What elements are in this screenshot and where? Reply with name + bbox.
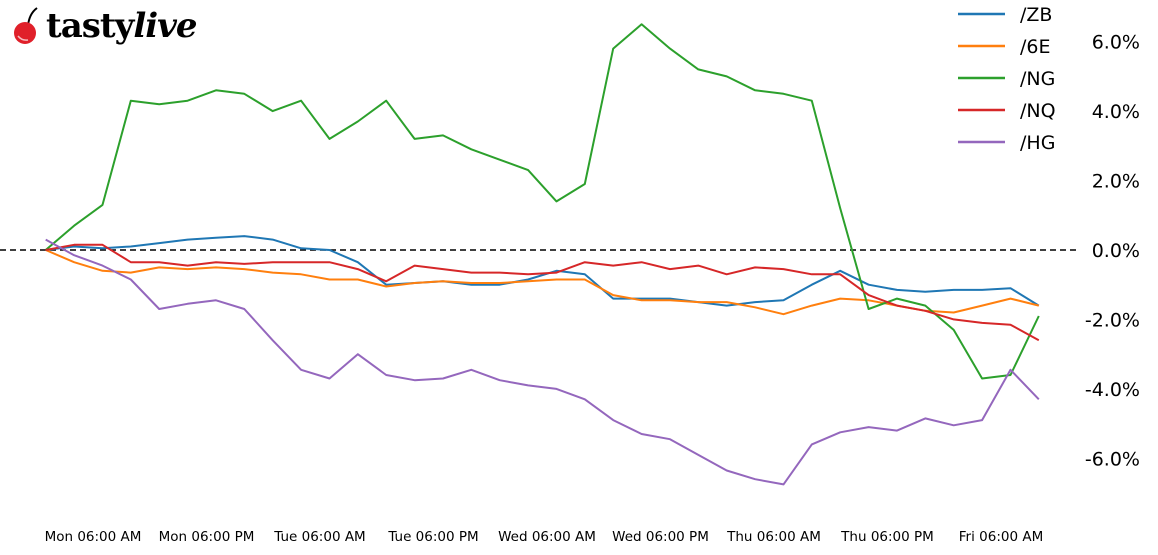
- cherry-icon: [14, 7, 38, 44]
- legend-label: /NQ: [1020, 100, 1056, 122]
- legend-item: /NQ: [958, 100, 1056, 122]
- tastylive-logo: tastylive: [10, 6, 198, 46]
- x-tick-label: Wed 06:00 PM: [612, 529, 709, 545]
- legend-item: /6E: [958, 36, 1051, 58]
- x-tick-label: Mon 06:00 PM: [159, 529, 255, 545]
- x-tick-label: Tue 06:00 PM: [387, 529, 478, 545]
- series-line-ng: [45, 23, 1040, 380]
- y-tick-label: 6.0%: [1092, 32, 1140, 54]
- logo-text: tastylive: [46, 6, 198, 46]
- x-tick-label: Wed 06:00 AM: [498, 529, 596, 545]
- series-line-hg: [45, 238, 1040, 486]
- x-tick-label: Thu 06:00 PM: [840, 529, 934, 545]
- series-line-zb: [45, 235, 1040, 307]
- legend-item: /NG: [958, 68, 1055, 90]
- x-tick-label: Mon 06:00 AM: [45, 529, 142, 545]
- legend-item: /HG: [958, 132, 1055, 154]
- y-tick-label: -4.0%: [1085, 379, 1140, 401]
- y-tick-label: -6.0%: [1085, 448, 1140, 470]
- x-tick-label: Tue 06:00 AM: [273, 529, 365, 545]
- x-tick-label: Thu 06:00 AM: [726, 529, 821, 545]
- legend-label: /HG: [1020, 132, 1055, 154]
- series-line-nq: [45, 243, 1040, 342]
- legend-label: /ZB: [1020, 4, 1052, 26]
- legend-label: /6E: [1020, 36, 1051, 58]
- series-line-6e: [45, 249, 1040, 316]
- legend-label: /NG: [1020, 68, 1055, 90]
- y-tick-label: -2.0%: [1085, 309, 1140, 331]
- x-tick-label: Fri 06:00 AM: [959, 529, 1043, 545]
- y-tick-label: 0.0%: [1092, 240, 1140, 262]
- y-tick-label: 4.0%: [1092, 101, 1140, 123]
- legend-item: /ZB: [958, 4, 1052, 26]
- y-tick-label: 2.0%: [1092, 171, 1140, 193]
